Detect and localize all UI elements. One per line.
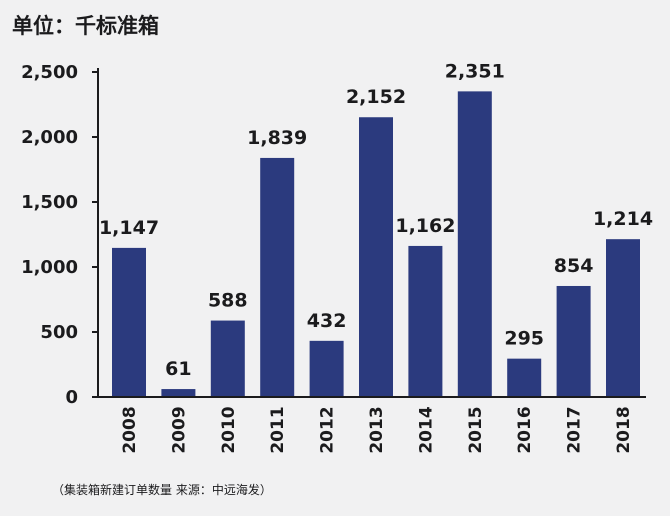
x-tick-label: 2014 xyxy=(416,406,436,453)
bar-2017 xyxy=(556,285,591,397)
x-tick-label: 2008 xyxy=(120,406,140,453)
x-tick-label: 2015 xyxy=(466,406,486,453)
x-tick-label: 2018 xyxy=(614,406,634,453)
x-tick-label: 2009 xyxy=(169,406,189,453)
x-tick-label: 2012 xyxy=(318,406,338,453)
bar-2011 xyxy=(260,157,295,397)
data-label: 61 xyxy=(165,358,191,380)
data-label: 1,214 xyxy=(593,208,653,230)
data-label: 2,351 xyxy=(445,60,505,82)
x-tick-label: 2010 xyxy=(219,406,239,453)
bar-2009 xyxy=(161,389,196,397)
bar-2018 xyxy=(606,239,640,397)
x-tick-label: 2016 xyxy=(515,406,535,453)
bar-2008 xyxy=(112,247,146,397)
bar-2014 xyxy=(408,245,443,397)
y-tick-label: 1,500 xyxy=(21,192,78,213)
unit-label: 单位：千标准箱 xyxy=(12,14,159,38)
bar-2015 xyxy=(457,91,492,398)
bar-2016 xyxy=(507,358,542,397)
source-caption: （集装箱新建订单数量 来源：中远海发） xyxy=(52,482,272,497)
x-tick-label: 2017 xyxy=(565,406,585,453)
x-tick-label: 2011 xyxy=(268,406,288,453)
data-label: 2,152 xyxy=(346,86,406,108)
y-tick-label: 2,500 xyxy=(21,62,78,83)
x-axis: 2008 2009 2010 2011 2012 2013 2014 2015 2016 2017… xyxy=(98,396,646,454)
y-tick-label: 0 xyxy=(65,387,78,408)
bars: 1,147 61 588 1,839 432 2,152 1,162 2,351 295 854 1… xyxy=(99,60,653,398)
data-label: 432 xyxy=(307,310,347,332)
data-label: 1,147 xyxy=(99,217,159,239)
y-axis: 0 500 1,000 1,500 2,000 2,500 xyxy=(21,62,99,408)
y-tick-label: 2,000 xyxy=(21,127,78,148)
data-label: 1,839 xyxy=(247,127,307,149)
bar-2010 xyxy=(210,320,245,397)
x-tick-label: 2013 xyxy=(367,406,387,453)
data-label: 1,162 xyxy=(395,215,455,237)
data-label: 854 xyxy=(554,255,594,277)
data-label: 295 xyxy=(504,328,544,350)
bar-2013 xyxy=(359,117,393,398)
data-label: 588 xyxy=(208,290,248,312)
bar-2012 xyxy=(309,340,344,397)
y-tick-label: 500 xyxy=(40,322,78,343)
y-tick-label: 1,000 xyxy=(21,257,78,278)
